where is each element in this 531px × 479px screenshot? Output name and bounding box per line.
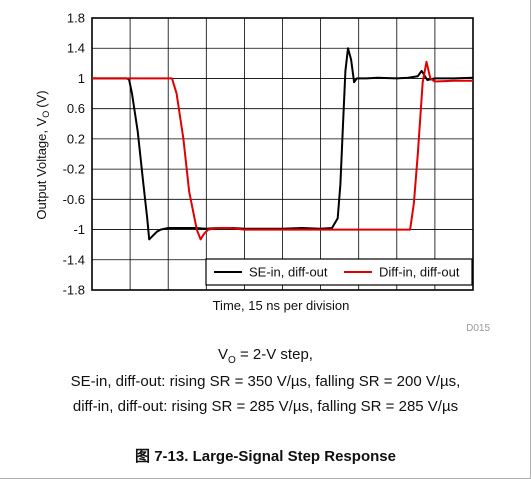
- doc-code: D015: [466, 323, 490, 334]
- y-tick-label: -0.6: [63, 192, 85, 207]
- y-axis-label: Output Voltage, VO (V): [34, 90, 51, 219]
- y-tick-label: 1.4: [67, 41, 85, 56]
- series-line-diff-in: [92, 60, 473, 241]
- y-tick-label: -1.4: [63, 252, 85, 267]
- y-tick-label: 1.8: [67, 11, 85, 26]
- y-axis-label-subscript: O: [41, 111, 51, 118]
- plot-frame: [91, 17, 474, 291]
- y-tick-label: 0.2: [67, 131, 85, 146]
- y-tick-labels: 1.8 1.4 1 0.6 0.2 -0.2 -0.6 -1 -1.4 -1.8: [63, 11, 85, 298]
- legend: SE-in, diff-out Diff-in, diff-out: [205, 258, 473, 286]
- y-tick-label: -0.2: [63, 162, 85, 177]
- series-lines: [92, 47, 474, 241]
- chart: 1.8 1.4 1 0.6 0.2 -0.2 -0.6 -1 -1.4 -1.8 Output V…: [34, 11, 490, 335]
- legend-box: [205, 258, 473, 286]
- y-axis-label-unit: (V): [34, 90, 49, 107]
- caption-se-slew-rate: SE-in, diff-out: rising SR = 350 V/µs, f…: [70, 373, 461, 390]
- caption-step-suffix: = 2-V step,: [235, 346, 313, 363]
- y-tick-label: 0.6: [67, 101, 85, 116]
- caption-step: VO = 2-V step,: [0, 346, 531, 366]
- x-axis-label: Time, 15 ns per division: [213, 298, 350, 313]
- y-tick-label: -1: [73, 222, 85, 237]
- caption-step-prefix: V: [218, 346, 229, 363]
- figure-title: 图 7-13. Large-Signal Step Response: [135, 448, 396, 465]
- legend-label-diff: Diff-in, diff-out: [379, 265, 460, 280]
- y-tick-label: -1.8: [63, 283, 85, 298]
- chart-grid: [92, 18, 473, 290]
- legend-label-se: SE-in, diff-out: [249, 265, 328, 280]
- y-tick-label: 1: [78, 71, 85, 86]
- series-line-se-in: [92, 47, 474, 241]
- caption-diff-slew-rate: diff-in, diff-out: rising SR = 285 V/µs,…: [72, 398, 459, 415]
- caption-step-subscript: O: [228, 355, 236, 366]
- y-axis-label-main: Output Voltage, V: [34, 117, 49, 219]
